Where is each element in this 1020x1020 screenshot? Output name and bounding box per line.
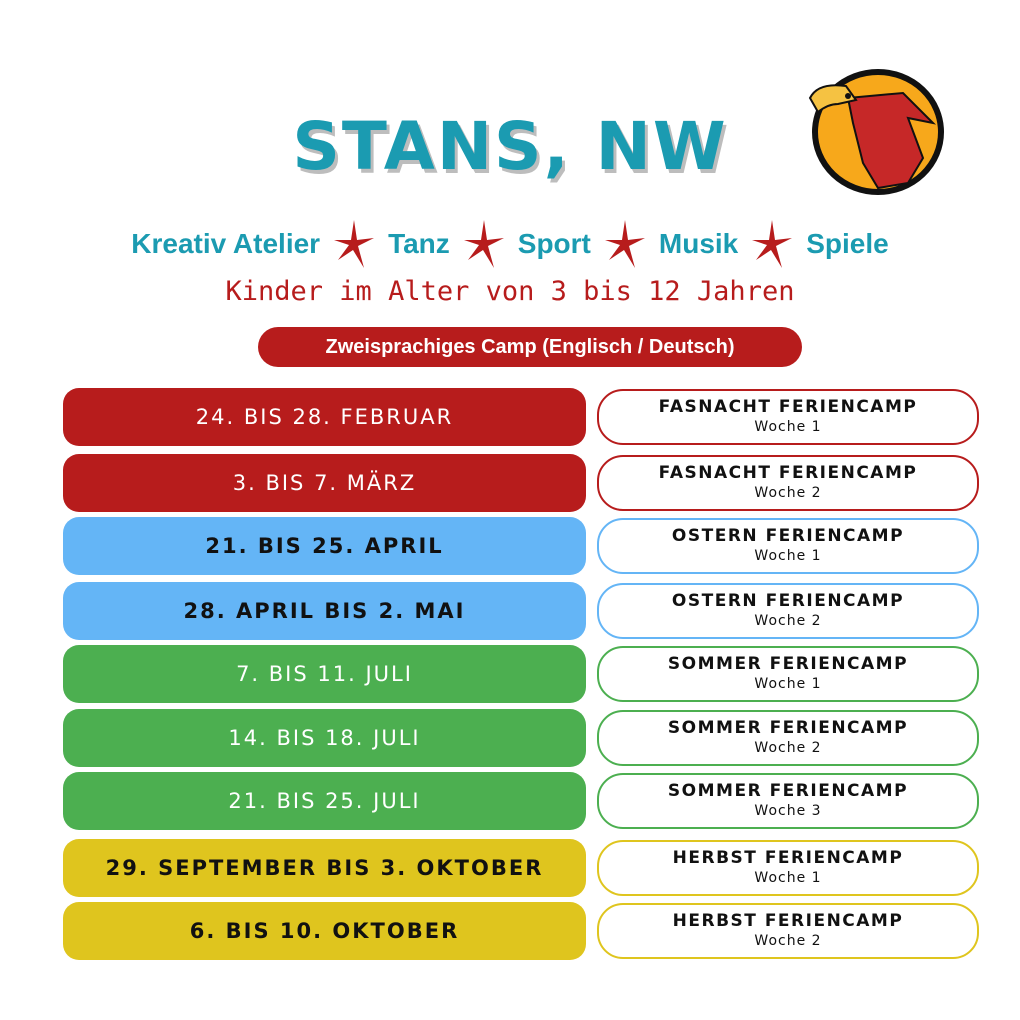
camp-date: 14. BIS 18. JULI bbox=[63, 709, 586, 767]
camp-week: Woche 2 bbox=[754, 933, 822, 949]
camp-row: 7. BIS 11. JULI SOMMER FERIENCAMP Woche … bbox=[0, 645, 1020, 703]
camp-name: FASNACHT FERIENCAMP bbox=[658, 463, 918, 483]
camp-name: SOMMER FERIENCAMP bbox=[667, 781, 909, 801]
camp-week: Woche 2 bbox=[754, 485, 822, 501]
camp-date: 7. BIS 11. JULI bbox=[63, 645, 586, 703]
camp-date: 6. BIS 10. OKTOBER bbox=[63, 902, 586, 960]
star-icon bbox=[752, 220, 793, 268]
camp-name: FASNACHT FERIENCAMP bbox=[658, 397, 918, 417]
camp-row: 21. BIS 25. JULI SOMMER FERIENCAMP Woche… bbox=[0, 772, 1020, 830]
camp-label: SOMMER FERIENCAMP Woche 3 bbox=[597, 773, 979, 829]
camp-date: 29. SEPTEMBER BIS 3. OKTOBER bbox=[63, 839, 586, 897]
camp-week: Woche 1 bbox=[754, 870, 822, 886]
age-subtitle: Kinder im Alter von 3 bis 12 Jahren bbox=[225, 276, 795, 307]
camp-row: 21. BIS 25. APRIL OSTERN FERIENCAMP Woch… bbox=[0, 517, 1020, 575]
camp-row: 14. BIS 18. JULI SOMMER FERIENCAMP Woche… bbox=[0, 709, 1020, 767]
camp-name: HERBST FERIENCAMP bbox=[672, 911, 904, 931]
camp-week: Woche 1 bbox=[754, 676, 822, 692]
page-title: STANS, NW bbox=[292, 108, 728, 185]
eagle-logo bbox=[808, 69, 944, 195]
camp-label: SOMMER FERIENCAMP Woche 1 bbox=[597, 646, 979, 702]
activity-spiele: Spiele bbox=[806, 228, 889, 259]
bilingual-badge: Zweisprachiges Camp (Englisch / Deutsch) bbox=[258, 327, 802, 367]
camp-name: OSTERN FERIENCAMP bbox=[671, 591, 905, 611]
camp-week: Woche 2 bbox=[754, 613, 822, 629]
activity-musik: Musik bbox=[658, 228, 739, 259]
camp-label: FASNACHT FERIENCAMP Woche 2 bbox=[597, 455, 979, 511]
star-icon bbox=[463, 220, 504, 268]
camp-name: OSTERN FERIENCAMP bbox=[671, 526, 905, 546]
camp-name: SOMMER FERIENCAMP bbox=[667, 718, 909, 738]
camp-week: Woche 2 bbox=[754, 740, 822, 756]
camp-name: SOMMER FERIENCAMP bbox=[667, 654, 909, 674]
camp-date: 28. APRIL BIS 2. MAI bbox=[63, 582, 586, 640]
camp-week: Woche 1 bbox=[754, 419, 822, 435]
camp-label: HERBST FERIENCAMP Woche 2 bbox=[597, 903, 979, 959]
activities-list: Kreativ Atelier Tanz Sport Musik Spiele bbox=[0, 220, 1020, 268]
camp-week: Woche 3 bbox=[754, 803, 822, 819]
camp-row: 29. SEPTEMBER BIS 3. OKTOBER HERBST FERI… bbox=[0, 839, 1020, 897]
camp-date: 21. BIS 25. APRIL bbox=[63, 517, 586, 575]
camp-date: 3. BIS 7. MÄRZ bbox=[63, 454, 586, 512]
activity-kreativ-atelier: Kreativ Atelier bbox=[131, 228, 321, 259]
camp-date: 21. BIS 25. JULI bbox=[63, 772, 586, 830]
activity-sport: Sport bbox=[517, 228, 591, 259]
camp-week: Woche 1 bbox=[754, 548, 822, 564]
activity-tanz: Tanz bbox=[388, 228, 450, 259]
camp-row: 3. BIS 7. MÄRZ FASNACHT FERIENCAMP Woche… bbox=[0, 454, 1020, 512]
camp-row: 28. APRIL BIS 2. MAI OSTERN FERIENCAMP W… bbox=[0, 582, 1020, 640]
camp-name: HERBST FERIENCAMP bbox=[672, 848, 904, 868]
camp-label: OSTERN FERIENCAMP Woche 2 bbox=[597, 583, 979, 639]
star-icon bbox=[334, 220, 375, 268]
camp-label: FASNACHT FERIENCAMP Woche 1 bbox=[597, 389, 979, 445]
camp-row: 24. BIS 28. FEBRUAR FASNACHT FERIENCAMP … bbox=[0, 388, 1020, 446]
camp-label: OSTERN FERIENCAMP Woche 1 bbox=[597, 518, 979, 574]
camp-label: HERBST FERIENCAMP Woche 1 bbox=[597, 840, 979, 896]
camp-date: 24. BIS 28. FEBRUAR bbox=[63, 388, 586, 446]
camp-label: SOMMER FERIENCAMP Woche 2 bbox=[597, 710, 979, 766]
star-icon bbox=[604, 220, 645, 268]
camp-row: 6. BIS 10. OKTOBER HERBST FERIENCAMP Woc… bbox=[0, 902, 1020, 960]
